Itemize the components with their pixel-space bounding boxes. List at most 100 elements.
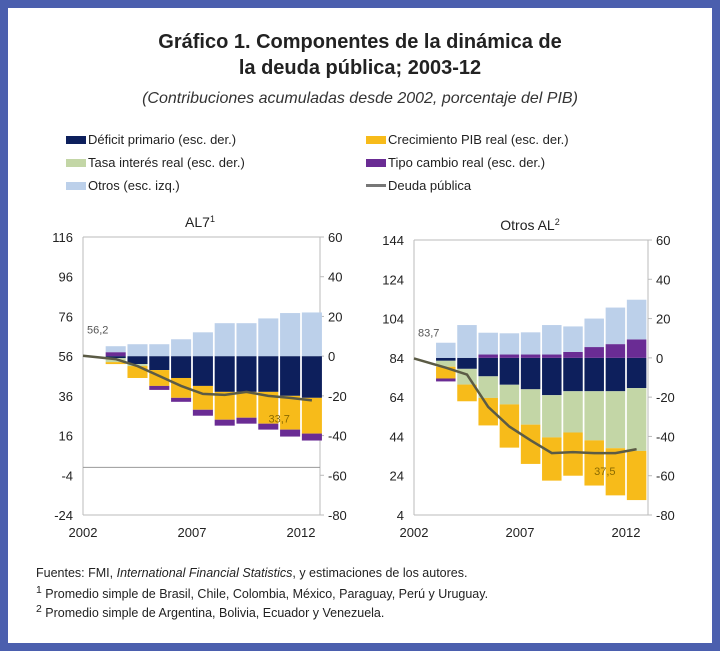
legend-label: Tipo cambio real (esc. der.) [388,155,546,170]
bar-otros-2007 [520,332,541,355]
bar-déficit-2003 [436,357,456,361]
x-tick-label: 2002 [69,525,98,540]
bar-déficit-2007 [192,356,213,386]
y-tick-left: -4 [61,468,73,483]
bar-déficit-2011 [280,356,301,396]
bar-tipo-2012 [626,339,647,358]
bar-otros-2012 [626,299,647,340]
bar-otros-2006 [499,333,520,355]
bar-déficit-2009 [563,357,583,392]
bar-crecimiento-2010 [584,440,604,486]
bar-otros-2004 [457,325,477,358]
debt-line [82,354,313,402]
bar-otros-2004 [127,344,148,357]
y-tick-left: 24 [390,469,404,484]
bar-déficit-2007 [520,357,541,390]
debt-start-label: 56,2 [87,325,108,337]
bar-déficit-2009 [236,356,257,392]
sources-prefix: Fuentes: FMI, [36,566,117,580]
chart-title-line2: la deuda pública; 2003-12 [238,57,482,79]
legend-tipo-cambio: Tipo cambio real (esc. der.) [366,155,545,170]
bar-déficit-2012 [626,357,647,389]
y-tick-left: 64 [390,390,404,405]
legend-label: Déficit primario (esc. der.) [88,132,237,147]
bar-tipo-2003 [436,378,456,382]
y-tick-right: -20 [328,389,347,404]
bar-crecimiento-2009 [563,432,583,476]
bar-tipo-2006 [171,397,192,402]
y-tick-left: 116 [52,230,73,245]
footer-note1: 1 Promedio simple de Brasil, Chile, Colo… [36,585,488,601]
bar-déficit-2005 [478,357,498,377]
y-tick-right: 40 [328,270,342,285]
legend-crecimiento: Crecimiento PIB real (esc. der.) [366,132,569,147]
bar-crecimiento-2004 [457,384,477,402]
bar-crecimiento-2004 [127,366,148,378]
chart-subtitle: (Contribuciones acumuladas desde 2002, p… [142,90,578,107]
bar-otros-2008 [542,325,562,355]
legend-deuda: Deuda pública [366,178,471,193]
charts-svg: AL711169676563616-4-246040200-20-40-60-8… [52,214,675,540]
legend-swatch [66,181,86,190]
bar-crecimiento-2008 [542,437,562,481]
bar-crecimiento-2005 [478,397,498,426]
x-tick-label: 2007 [178,525,207,540]
bar-crecimiento-2003 [436,366,456,379]
x-tick-label: 2007 [506,525,535,540]
bar-déficit-2012 [301,356,322,398]
legend-swatch [66,135,86,144]
y-tick-left: 36 [59,389,73,404]
note1-text: Promedio simple de Brasil, Chile, Colomb… [41,587,489,602]
x-tick-label: 2012 [287,525,316,540]
bar-tipo-2005 [149,385,170,390]
bar-tipo-2008 [214,419,235,426]
y-tick-right: 60 [656,233,670,248]
bar-tipo-2009 [563,351,583,358]
bar-otros-2008 [214,323,235,357]
y-tick-right: -60 [328,468,347,483]
y-tick-left: 44 [390,429,404,444]
y-tick-right: 40 [656,272,670,287]
bar-otros-2009 [563,326,583,352]
bar-tipo-2008 [542,354,562,358]
footer-note2: 2 Promedio simple de Argentina, Bolivia,… [36,604,384,620]
bar-tasa-2003 [436,360,456,367]
bar-otros-2011 [605,307,626,345]
bar-otros-2003 [105,346,126,353]
y-tick-right: -80 [328,508,347,523]
bar-otros-2012 [301,312,322,357]
bar-tipo-2007 [192,409,213,416]
y-tick-right: 0 [328,349,335,364]
y-tick-left: 4 [397,508,404,523]
legend-swatch [66,158,86,167]
y-tick-left: 124 [382,272,404,287]
debt-line [413,357,637,455]
bar-déficit-2008 [542,357,562,396]
bar-crecimiento-2010 [258,391,279,424]
y-tick-left: 96 [59,270,73,285]
sources-italic: International Financial Statistics [116,566,293,580]
y-tick-right: 20 [328,309,342,324]
panel-title: AL71 [185,214,215,230]
debt-end-label: 33,7 [268,413,289,425]
bar-déficit-2010 [258,356,279,392]
note2-text: Promedio simple de Argentina, Bolivia, E… [41,606,385,621]
bar-déficit-2004 [457,357,477,369]
debt-start-label: 83,7 [418,327,439,339]
bar-déficit-2005 [149,356,170,371]
bar-crecimiento-2007 [520,424,541,464]
bar-tipo-2012 [301,433,322,441]
bar-tipo-2006 [499,354,520,358]
bar-otros-2010 [258,318,279,357]
y-tick-right: -40 [328,429,347,444]
bar-otros-2005 [478,332,498,355]
bar-crecimiento-2012 [301,397,322,434]
bar-crecimiento-2007 [192,385,213,410]
bar-déficit-2011 [605,357,626,392]
bar-déficit-2006 [499,357,520,385]
legend-tasa: Tasa interés real (esc. der.) [66,155,245,170]
legend-deficit: Déficit primario (esc. der.) [66,132,236,147]
bar-crecimiento-2011 [280,395,301,430]
bar-otros-2005 [149,344,170,357]
legend-label: Deuda pública [388,178,472,193]
